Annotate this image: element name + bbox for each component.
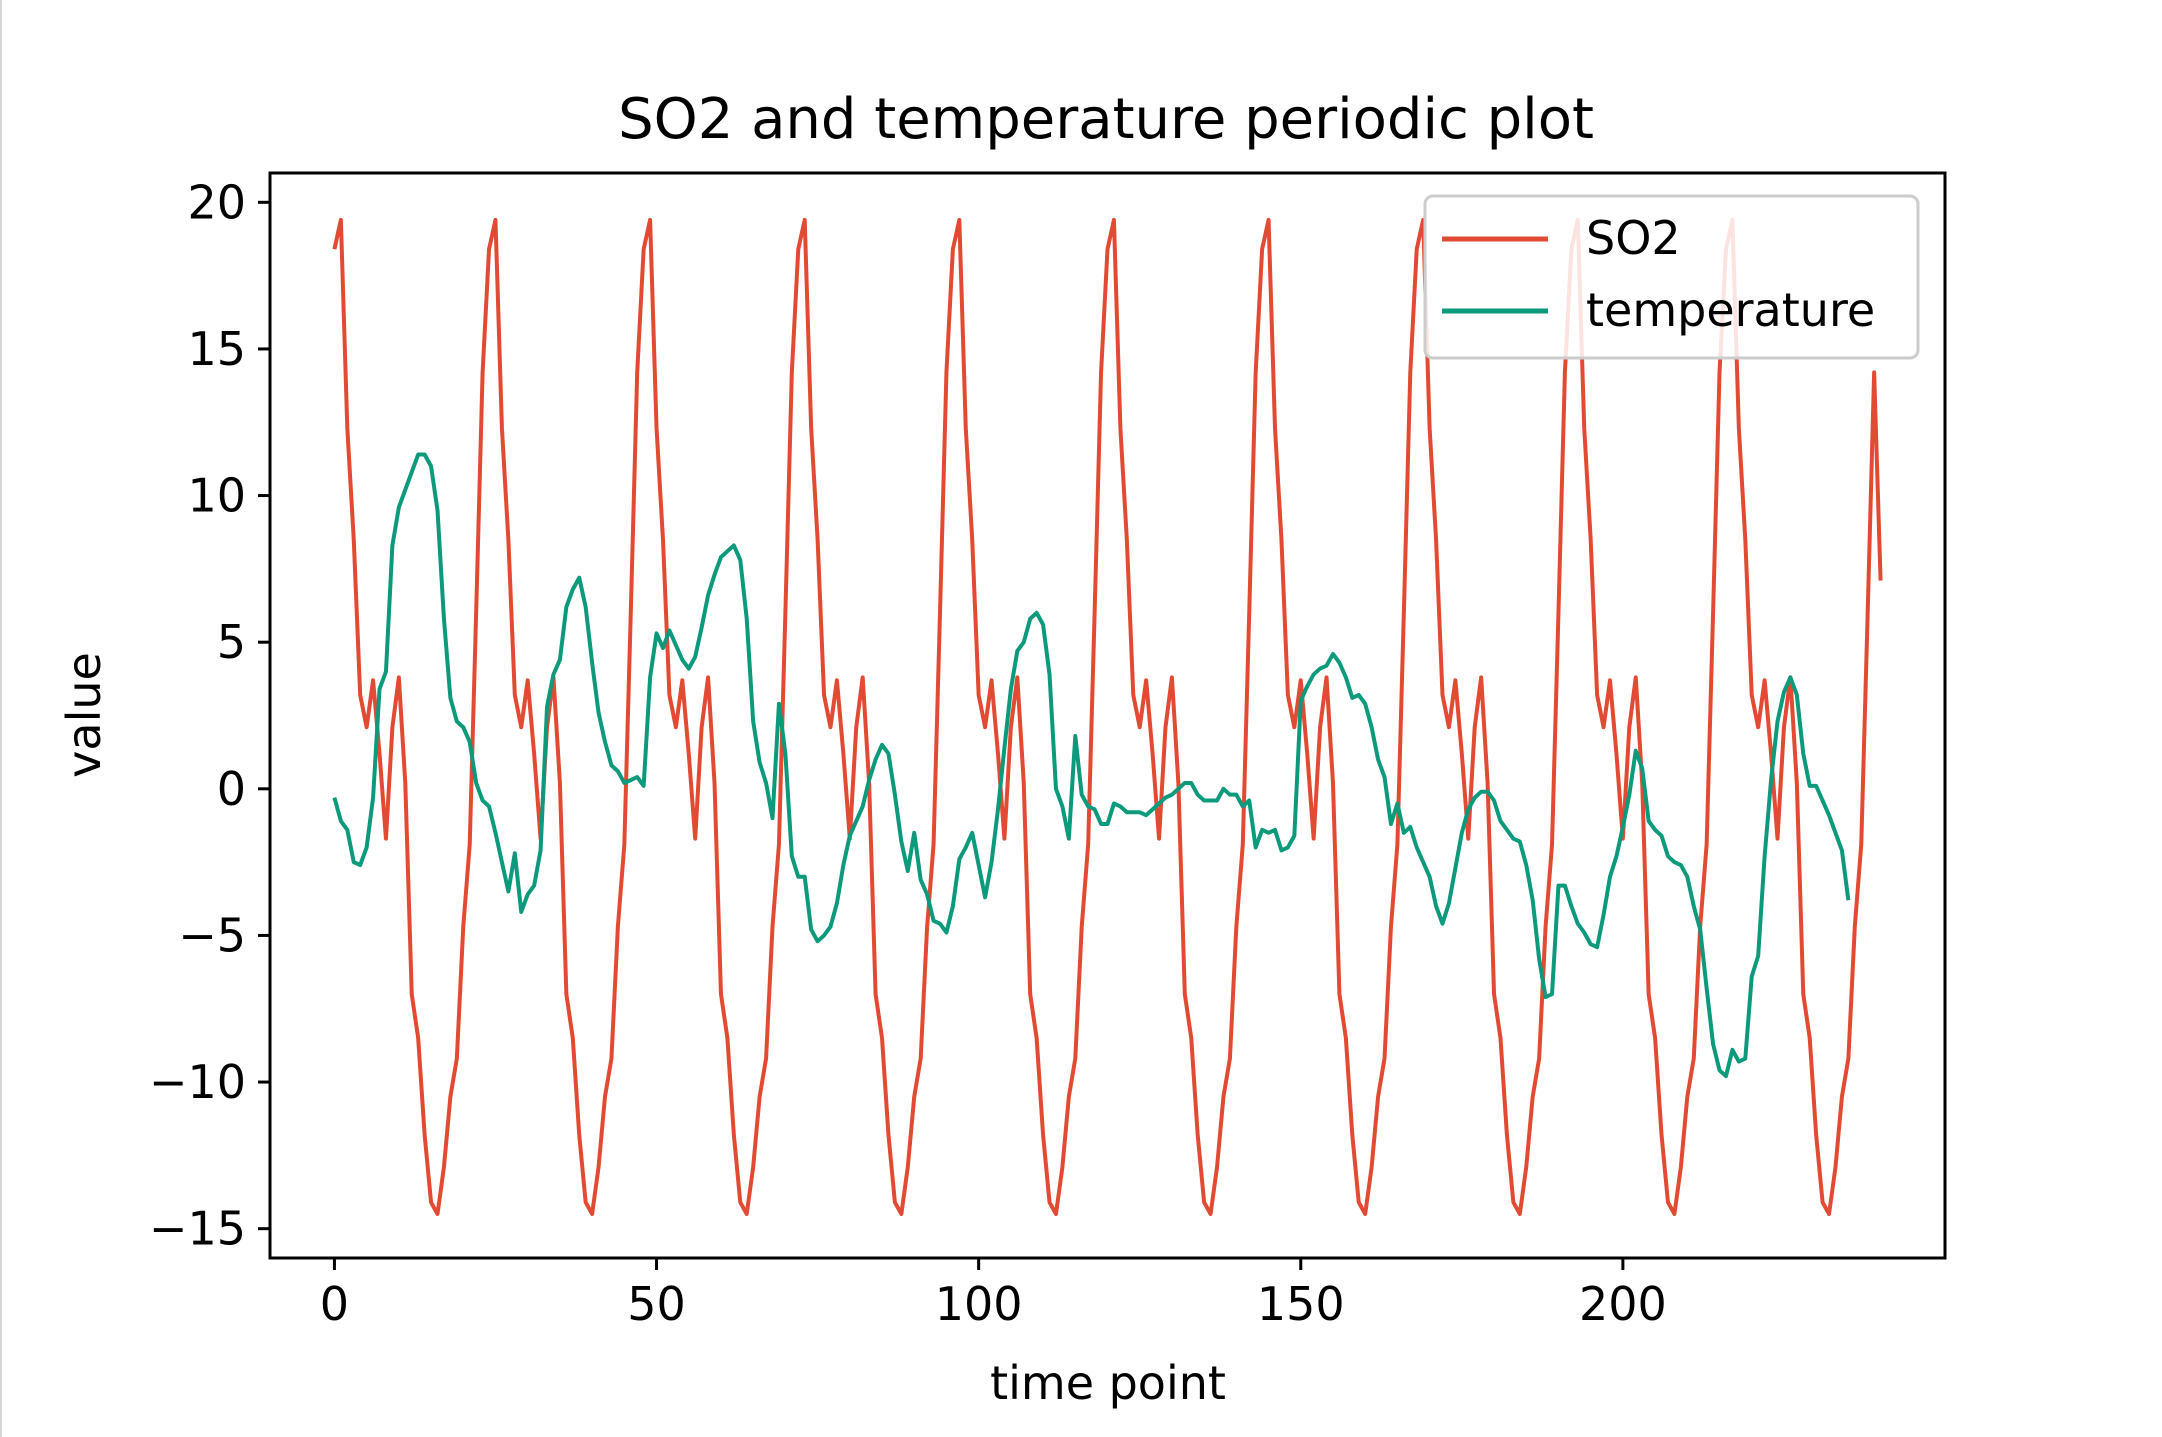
x-tick-label: 100 [935,1277,1023,1331]
legend-label-so2: SO2 [1586,211,1681,265]
x-tick-label: 150 [1257,1277,1345,1331]
left-border [0,0,2,1437]
y-tick-label: −10 [149,1055,246,1109]
x-tick-label: 0 [320,1277,349,1331]
y-tick-label: −5 [178,908,246,962]
chart-title: SO2 and temperature periodic plot [618,87,1594,152]
legend: SO2 temperature [1423,194,1920,360]
y-tick-label: 0 [217,762,246,816]
plot-frame [268,171,1947,1260]
x-tick-label: 200 [1579,1277,1667,1331]
x-tick-label: 50 [627,1277,686,1331]
legend-box [1423,194,1920,360]
x-axis: 0 50 100 150 200 [320,1258,1667,1331]
y-tick-label: 15 [187,322,246,376]
series-line-temperature [332,452,1851,1079]
series-layer [332,217,1883,1217]
x-axis-label: time point [990,1356,1226,1410]
legend-label-temperature: temperature [1586,283,1875,337]
y-tick-label: 10 [187,469,246,523]
y-tick-label: −15 [149,1202,246,1256]
y-tick-label: 5 [217,615,246,669]
y-axis-label: value [57,652,111,778]
y-tick-label: 20 [187,175,246,229]
series-line-so2 [332,217,1883,1217]
y-axis: −15 −10 −5 0 5 10 15 20 [149,175,270,1256]
